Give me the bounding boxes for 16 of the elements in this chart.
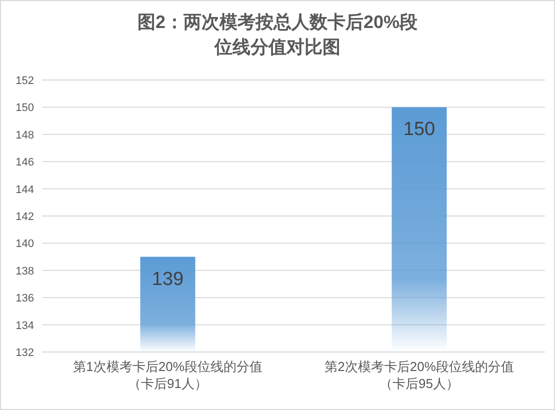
y-tick-label: 140 bbox=[16, 238, 34, 250]
y-tick-label: 136 bbox=[16, 292, 34, 305]
y-tick-label: 132 bbox=[16, 347, 34, 359]
data-label: 139 bbox=[152, 268, 184, 290]
y-tick-label: 134 bbox=[16, 320, 34, 332]
chart-title: 图2：两次模考按总人数卡后20%段位线分值对比图 bbox=[136, 11, 419, 59]
y-tick-label: 152 bbox=[16, 75, 34, 87]
x-tick-label: 第1次模考卡后20%段位线的分值（卡后91人） bbox=[72, 358, 263, 392]
y-tick-label: 142 bbox=[16, 211, 34, 223]
x-tick-label: 第2次模考卡后20%段位线的分值（卡后95人） bbox=[324, 358, 514, 392]
y-tick-label: 146 bbox=[16, 156, 34, 169]
y-tick-label: 150 bbox=[16, 102, 34, 114]
y-tick-label: 138 bbox=[16, 265, 34, 278]
data-label: 150 bbox=[403, 119, 436, 140]
y-tick-label: 144 bbox=[16, 184, 34, 196]
y-tick-label: 148 bbox=[16, 129, 34, 142]
